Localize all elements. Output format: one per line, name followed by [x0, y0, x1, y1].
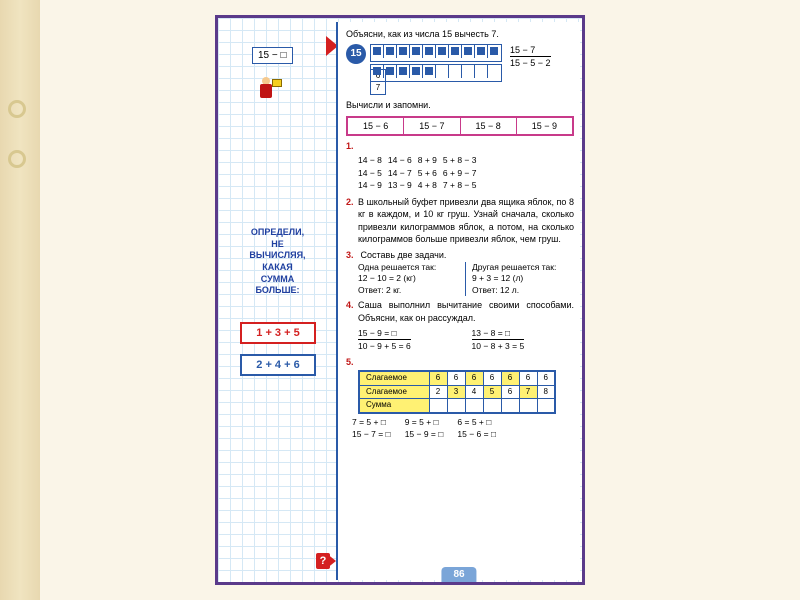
task-4-text: Саша выполнил вычитание своими способами…: [358, 299, 574, 323]
task-3-problems: Одна решается так:12 − 10 = 2 (кг)Ответ:…: [358, 262, 574, 296]
pointer-icon-bottom: [326, 553, 336, 569]
task-4-num: 4.: [346, 299, 358, 311]
sum-box-2: 2 + 4 + 6: [240, 354, 316, 376]
top-expression: 15 − □: [252, 47, 293, 64]
task-1-num: 1.: [346, 140, 358, 152]
task-2-text: В школьный буфет привезли два ящика ябло…: [358, 196, 574, 245]
task-4-work: 15 − 9 = □10 − 9 + 5 = 6 13 − 8 = □10 − …: [358, 328, 574, 353]
sum-box-1: 1 + 3 + 5: [240, 322, 316, 344]
squares-block: [370, 44, 502, 82]
child-figure-icon: [254, 77, 278, 112]
task-1-grid: 14 − 814 − 514 − 914 − 614 − 713 − 98 + …: [358, 154, 574, 192]
bottom-exercises: 7 = 5 + □15 − 7 = □9 = 5 + □15 − 9 = □6 …: [352, 417, 574, 440]
intro-text: Объясни, как из числа 15 вычесть 7.: [346, 28, 574, 40]
side-title: ОПРЕДЕЛИ, НЕ ВЫЧИСЛЯЯ, КАКАЯ СУММА БОЛЬШ…: [230, 227, 325, 297]
memorize-row: 15 − 615 − 715 − 815 − 9: [346, 116, 574, 136]
page-number: 86: [441, 567, 476, 582]
task-3-num: 3.: [346, 249, 358, 261]
slide-decoration: [0, 0, 40, 600]
task-5-table: Слагаемое6666666Слагаемое2345678Сумма: [358, 370, 556, 414]
right-column: Объясни, как из числа 15 вычесть 7. 15 1…: [336, 22, 580, 580]
textbook-page: 15 − □ ОПРЕДЕЛИ, НЕ ВЫЧИСЛЯЯ, КАКАЯ СУММ…: [215, 15, 585, 585]
left-column: 15 − □ ОПРЕДЕЛИ, НЕ ВЫЧИСЛЯЯ, КАКАЯ СУММ…: [222, 22, 330, 580]
squares-bottom: [370, 64, 502, 82]
task-2-num: 2.: [346, 196, 358, 208]
squares-top: [370, 44, 502, 62]
equation-column: 15 − 7 15 − 5 − 2: [510, 44, 551, 69]
badge-15: 15: [346, 44, 366, 64]
memorize-title: Вычисли и запомни.: [346, 99, 574, 111]
task-5-num: 5.: [346, 356, 358, 368]
